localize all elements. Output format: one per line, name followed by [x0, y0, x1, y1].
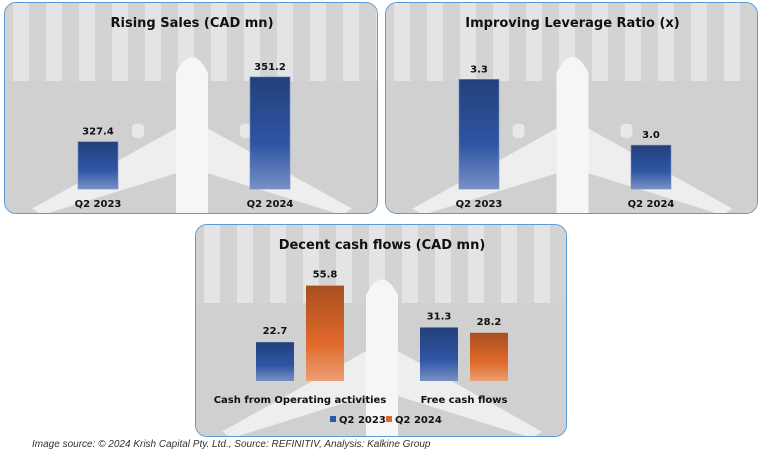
- data-label: 28.2: [477, 317, 502, 328]
- bar: [256, 342, 294, 381]
- category-label: Q2 2024: [247, 199, 294, 210]
- data-label: 31.3: [427, 311, 452, 322]
- category-label: Q2 2023: [75, 199, 122, 210]
- chart-title: Improving Leverage Ratio (x): [465, 16, 679, 31]
- category-label: Q2 2024: [628, 199, 675, 210]
- chart-panel-leverage-ratio: Improving Leverage Ratio (x) 3.3 Q2 2023 3.…: [385, 2, 758, 214]
- image-source-caption: Image source: © 2024 Krish Capital Pty. …: [32, 439, 431, 450]
- legend-label: Q2 2024: [395, 415, 442, 426]
- legend-swatch: [386, 416, 392, 422]
- background-runway-airplane: [386, 3, 757, 213]
- leverage-ratio-chart: Improving Leverage Ratio (x) 3.3 Q2 2023 3.…: [386, 3, 757, 213]
- legend-swatch: [330, 416, 336, 422]
- data-label: 55.8: [313, 270, 338, 281]
- bar: [306, 285, 344, 381]
- chart-panel-cash-flows: Decent cash flows (CAD mn) 22.7 55.8 Cash f…: [195, 224, 567, 437]
- data-label: 351.2: [254, 62, 286, 73]
- legend-item: Q2 2024: [386, 415, 442, 426]
- data-label: 3.0: [642, 130, 660, 141]
- bar: [630, 144, 672, 190]
- bar: [458, 79, 500, 190]
- chart-title: Decent cash flows (CAD mn): [279, 238, 486, 253]
- category-label: Q2 2023: [456, 199, 503, 210]
- category-label: Cash from Operating activities: [214, 395, 387, 406]
- bar: [420, 327, 458, 381]
- cash-flows-chart: Decent cash flows (CAD mn) 22.7 55.8 Cash f…: [196, 225, 566, 436]
- category-label: Free cash flows: [421, 395, 508, 406]
- background-runway-airplane: [5, 3, 377, 213]
- data-label: 22.7: [263, 326, 288, 337]
- chart-panel-rising-sales: Rising Sales (CAD mn) 327.4 Q2 2023 351.2 Q2…: [4, 2, 378, 214]
- rising-sales-chart: Rising Sales (CAD mn) 327.4 Q2 2023 351.2 Q2…: [5, 3, 377, 213]
- data-label: 3.3: [470, 64, 488, 75]
- legend-item: Q2 2023: [330, 415, 386, 426]
- bar: [77, 141, 119, 190]
- bar: [470, 332, 508, 381]
- chart-title: Rising Sales (CAD mn): [110, 16, 273, 31]
- legend-label: Q2 2023: [339, 415, 386, 426]
- bar: [249, 76, 291, 190]
- background-runway-airplane: [196, 225, 566, 436]
- data-label: 327.4: [82, 127, 114, 138]
